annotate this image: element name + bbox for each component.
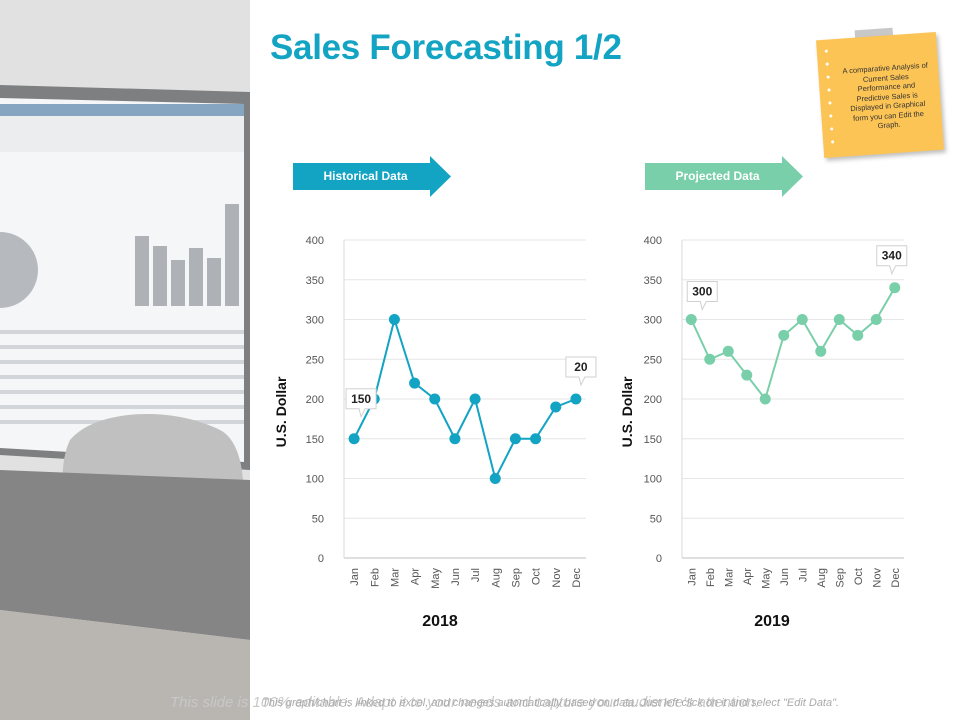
x-tick-label: Jan: [686, 568, 698, 586]
data-point[interactable]: [388, 314, 400, 325]
historical-year-label: 2018: [422, 613, 458, 630]
x-tick-label: Aug: [816, 568, 828, 588]
footer-note: This slide is 100% editable. Adapt it to…: [170, 694, 760, 711]
data-point[interactable]: [889, 282, 901, 294]
data-point[interactable]: [570, 393, 582, 405]
data-point[interactable]: [778, 329, 790, 341]
note-text: A comparative Analysis of Current Sales …: [842, 60, 929, 131]
x-tick-label: Apr: [410, 568, 422, 585]
data-point[interactable]: [833, 314, 845, 325]
x-tick-label: Dec: [890, 568, 902, 588]
data-callout: 300: [686, 281, 718, 311]
y-tick-label: 200: [644, 394, 662, 406]
y-tick-label: 350: [306, 275, 324, 287]
projected-y-axis-label: U.S. Dollar: [619, 376, 635, 448]
data-point[interactable]: [489, 473, 501, 484]
data-callout: 150: [345, 388, 377, 419]
x-tick-label: Oct: [531, 568, 543, 585]
historical-line-chart[interactable]: 0 50 100 150 200 250 300 350 400 Jan Feb Mar Apr May J…: [290, 225, 600, 605]
svg-text:20: 20: [574, 360, 588, 374]
data-point[interactable]: [469, 393, 481, 405]
svg-text:300: 300: [692, 285, 712, 299]
photo-overlay: [0, 0, 250, 720]
projected-data-arrow: [645, 156, 803, 197]
data-point[interactable]: [685, 314, 697, 325]
y-tick-label: 200: [306, 394, 324, 406]
x-tick-label: Apr: [742, 568, 754, 585]
data-callout: 20: [565, 356, 597, 387]
data-point[interactable]: [704, 353, 716, 365]
data-point[interactable]: [796, 314, 808, 325]
y-tick-label: 0: [656, 553, 662, 565]
data-point[interactable]: [852, 329, 864, 341]
y-tick-label: 300: [306, 315, 324, 327]
y-tick-label: 250: [644, 354, 662, 366]
x-tick-label: May: [760, 568, 772, 589]
projected-year-label: 2019: [754, 613, 790, 630]
data-point[interactable]: [348, 433, 360, 445]
data-point[interactable]: [759, 393, 771, 405]
svg-text:340: 340: [882, 249, 902, 263]
projected-line-chart[interactable]: 0 50 100 150 200 250 300 350 400 Jan Feb Mar Apr May J…: [640, 225, 920, 605]
data-point[interactable]: [509, 433, 521, 445]
historical-data-arrow: [293, 156, 451, 197]
data-point[interactable]: [530, 433, 542, 445]
y-tick-label: 150: [644, 434, 662, 446]
data-callout: 340: [876, 245, 908, 276]
series-line: [353, 315, 577, 482]
data-point[interactable]: [550, 401, 562, 413]
x-tick-label: Feb: [369, 568, 381, 587]
data-point[interactable]: [722, 345, 734, 357]
y-tick-label: 250: [306, 354, 324, 366]
footer-overlay-note: This graph/chart is linked to excel, and…: [262, 697, 840, 709]
x-tick-label: Jun: [779, 568, 791, 586]
svg-text:150: 150: [351, 392, 371, 406]
y-tick-label: 300: [644, 315, 662, 327]
y-tick-label: 400: [306, 235, 324, 247]
data-point[interactable]: [409, 377, 421, 389]
x-tick-label: Feb: [705, 568, 717, 587]
y-tick-label: 100: [644, 474, 662, 486]
x-tick-label: Mar: [389, 568, 401, 587]
x-tick-label: Nov: [551, 568, 563, 588]
x-tick-label: Mar: [723, 568, 735, 587]
data-point[interactable]: [815, 345, 827, 357]
x-tick-label: Jun: [450, 568, 462, 586]
x-tick-label: Nov: [871, 568, 883, 588]
note-binding-dots: [824, 49, 836, 153]
data-point[interactable]: [429, 393, 441, 405]
data-point[interactable]: [449, 433, 461, 445]
y-tick-label: 350: [644, 275, 662, 287]
data-point[interactable]: [741, 369, 753, 381]
historical-y-axis-label: U.S. Dollar: [273, 376, 289, 448]
x-tick-label: Jul: [470, 568, 482, 582]
x-tick-label: Sep: [834, 568, 846, 588]
x-tick-label: Dec: [571, 568, 583, 588]
x-tick-label: Jul: [797, 568, 809, 582]
projected-data-label: Projected Data: [675, 169, 760, 183]
y-tick-label: 50: [312, 513, 324, 525]
background-photo: [0, 0, 250, 720]
x-tick-label: May: [430, 568, 442, 589]
page-title: Sales Forecasting 1/2: [270, 28, 622, 67]
y-tick-label: 100: [306, 474, 324, 486]
series-line: [690, 287, 896, 402]
x-tick-label: Jan: [349, 568, 361, 586]
x-tick-label: Sep: [510, 568, 522, 588]
sticky-note: A comparative Analysis of Current Sales …: [816, 31, 944, 159]
y-tick-label: 0: [318, 553, 324, 565]
historical-data-label: Historical Data: [323, 169, 408, 183]
y-tick-label: 50: [650, 513, 662, 525]
x-tick-label: Oct: [853, 568, 865, 585]
x-tick-label: Aug: [490, 568, 502, 588]
y-tick-label: 150: [306, 434, 324, 446]
y-tick-label: 400: [644, 235, 662, 247]
data-point[interactable]: [870, 314, 882, 325]
